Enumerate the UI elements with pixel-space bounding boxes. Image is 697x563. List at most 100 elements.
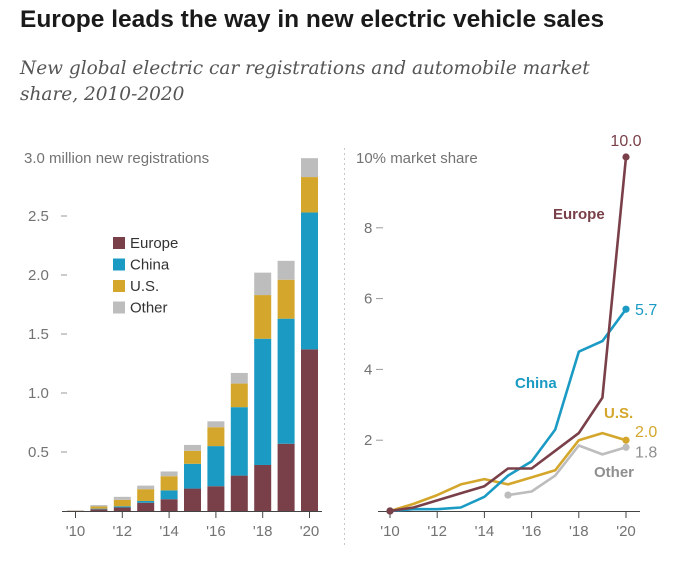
bar-u-s-2014 xyxy=(160,476,178,491)
bar-y-tick-label: 1.0 xyxy=(28,385,49,402)
bar-u-s-2012 xyxy=(113,499,131,507)
legend-swatch-other xyxy=(113,301,125,314)
bar-china-2014 xyxy=(160,490,178,500)
bar-europe-2020 xyxy=(301,349,318,511)
line-y-tick-label: 8 xyxy=(364,220,372,237)
line-start-point-europe xyxy=(386,507,394,515)
bar-other-2019 xyxy=(277,260,295,280)
bar-europe-2016 xyxy=(207,486,225,511)
registrations-bar-chart: 3.0 million new registrations 0.5 1.0 1.5 2… xyxy=(24,150,322,540)
bar-other-2017 xyxy=(230,372,248,384)
bar-china-2013 xyxy=(137,500,155,503)
bar-x-tick-label: '12 xyxy=(113,523,133,540)
end-label-us: 2.0 xyxy=(635,424,657,441)
line-europe xyxy=(389,156,628,513)
line-y-tick-label: 6 xyxy=(364,291,372,308)
bar-europe-2019 xyxy=(277,443,295,511)
line-x-ticks: '10 '12 '14 '16 '18 '20 xyxy=(380,512,636,540)
series-label-us: U.S. xyxy=(604,405,633,422)
line-x-tick-label: '18 xyxy=(569,523,589,540)
series-label-china: China xyxy=(515,375,557,392)
bar-europe-2013 xyxy=(137,502,155,511)
legend-label-china: China xyxy=(130,257,170,274)
bar-x-tick-label: '20 xyxy=(300,523,320,540)
bar-other-2012 xyxy=(113,496,131,500)
bar-china-2017 xyxy=(230,407,248,476)
line-end-point-u-s xyxy=(622,436,630,444)
bar-y-tick-label: 1.5 xyxy=(28,326,49,343)
bar-china-2016 xyxy=(207,446,225,487)
bar-u-s-2018 xyxy=(254,295,272,339)
bar-other-2020 xyxy=(301,158,318,178)
bar-europe-2012 xyxy=(113,507,131,511)
bar-europe-2011 xyxy=(90,509,108,511)
bar-china-2018 xyxy=(254,338,272,465)
bar-europe-2015 xyxy=(184,488,201,511)
legend-label-u-s: U.S. xyxy=(130,278,159,295)
line-y-tick-label: 4 xyxy=(364,361,372,378)
line-other xyxy=(507,444,627,497)
bar-other-2018 xyxy=(254,272,272,296)
line-end-point-other xyxy=(622,443,630,451)
line-end-point-china xyxy=(622,305,630,313)
bar-u-s-2015 xyxy=(184,450,201,464)
end-label-other: 1.8 xyxy=(635,444,657,461)
bar-x-ticks: '10 '12 '14 '16 '18 '20 xyxy=(66,512,320,540)
bar-u-s-2017 xyxy=(230,383,248,408)
legend-swatch-u-s xyxy=(113,280,125,292)
bar-china-2015 xyxy=(184,463,201,489)
line-y-ticks: 2 4 6 8 xyxy=(364,220,383,449)
bar-u-s-2020 xyxy=(301,177,318,213)
bar-u-s-2016 xyxy=(207,427,225,447)
line-x-tick-label: '16 xyxy=(522,523,542,540)
bar-other-2011 xyxy=(90,505,108,507)
bar-x-tick-label: '16 xyxy=(206,523,226,540)
bar-china-2011 xyxy=(90,508,108,510)
end-label-europe: 10.0 xyxy=(610,133,641,150)
bar-other-2014 xyxy=(160,471,178,477)
line-marks xyxy=(386,153,630,515)
bar-other-2016 xyxy=(207,421,225,428)
bar-y-tick-label: 2.5 xyxy=(28,208,49,225)
series-label-europe: Europe xyxy=(553,206,605,223)
legend: Europe China U.S. Other xyxy=(113,235,178,317)
chart-subtitle: New global electric car registrations an… xyxy=(20,58,590,105)
bar-x-tick-label: '14 xyxy=(159,523,179,540)
line-y-axis-label: 10% market share xyxy=(356,150,478,167)
market-share-line-chart: 10% market share 2 4 6 8 '10 '12 '14 '16 '18 '20… xyxy=(356,133,657,540)
bar-y-ticks: 0.5 1.0 1.5 2.0 2.5 xyxy=(28,208,67,461)
line-y-tick-label: 2 xyxy=(364,432,372,449)
line-start-point-other xyxy=(504,491,512,499)
series-label-other: Other xyxy=(594,464,634,481)
bar-y-axis-label: 3.0 million new registrations xyxy=(24,150,209,167)
bar-x-tick-label: '18 xyxy=(253,523,273,540)
chart-title: Europe leads the way in new electric veh… xyxy=(20,6,605,33)
line-x-tick-label: '12 xyxy=(427,523,447,540)
legend-label-europe: Europe xyxy=(130,235,178,252)
bar-y-tick-label: 2.0 xyxy=(28,267,49,284)
bar-europe-2017 xyxy=(230,475,248,511)
bar-other-2015 xyxy=(184,444,201,451)
line-china xyxy=(389,308,628,513)
legend-swatch-europe xyxy=(113,237,125,249)
line-u-s xyxy=(389,431,627,513)
bar-y-tick-label: 0.5 xyxy=(28,444,49,461)
line-end-point-europe xyxy=(622,153,630,161)
bar-u-s-2011 xyxy=(90,506,108,509)
bar-europe-2018 xyxy=(254,464,272,511)
line-x-tick-label: '10 xyxy=(380,523,400,540)
line-labels: 10.0 5.7 2.0 1.8 Europe China U.S. Other xyxy=(515,133,657,481)
bar-europe-2014 xyxy=(160,499,178,511)
bar-x-tick-label: '10 xyxy=(66,523,86,540)
legend-swatch-china xyxy=(113,258,125,271)
line-x-tick-label: '14 xyxy=(475,523,495,540)
bar-other-2013 xyxy=(137,485,155,490)
end-label-china: 5.7 xyxy=(635,302,657,319)
bar-china-2012 xyxy=(113,506,131,508)
bar-u-s-2013 xyxy=(137,489,155,501)
line-x-tick-label: '20 xyxy=(616,523,636,540)
bar-china-2020 xyxy=(301,212,318,350)
bar-marks xyxy=(67,158,318,511)
bar-china-2019 xyxy=(277,318,295,444)
